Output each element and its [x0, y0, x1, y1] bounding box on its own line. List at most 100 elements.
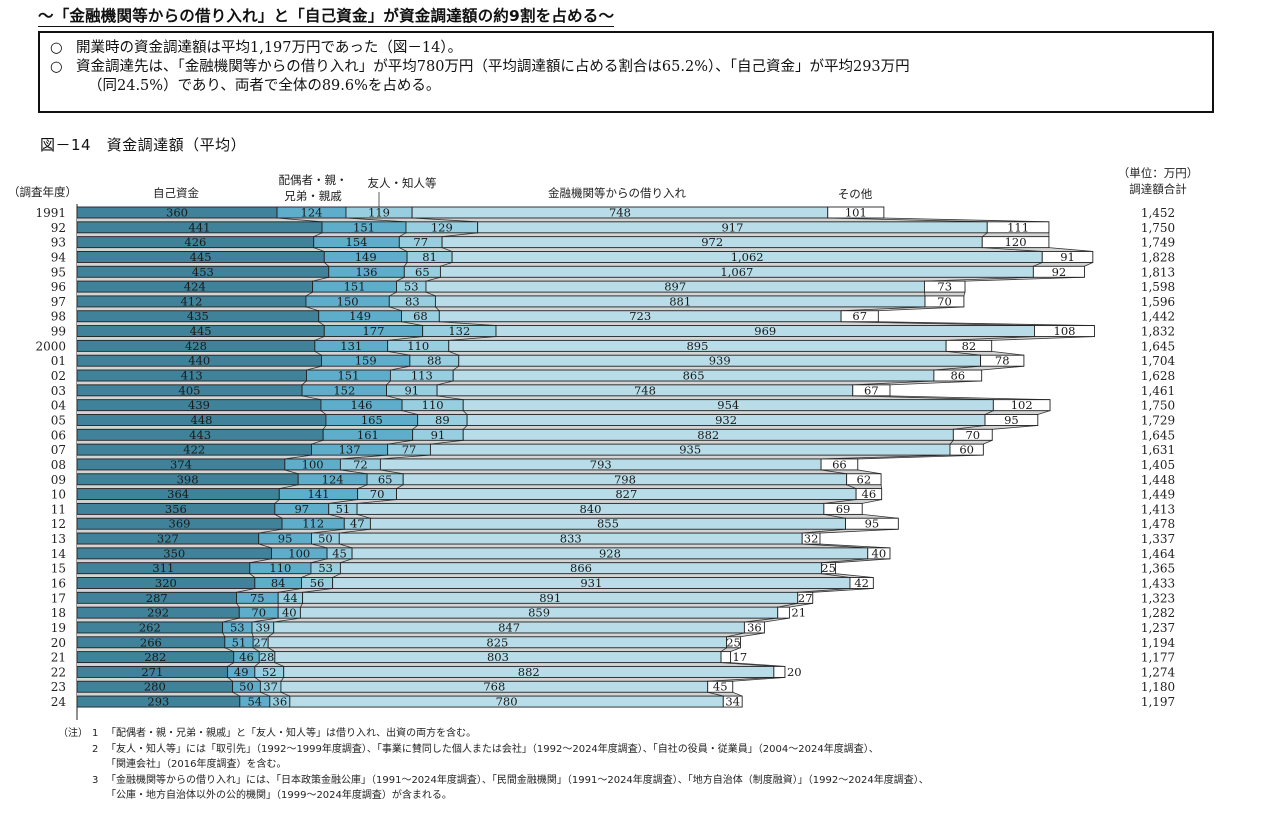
bar-other-92: [986, 221, 1050, 234]
bar-other-93: [981, 236, 1050, 249]
value-label-friends-08: 72: [353, 457, 368, 471]
connector-line: [946, 336, 1035, 341]
year-label-23: 23: [51, 680, 66, 694]
connector-line: [430, 439, 464, 445]
bar-other-1991: [827, 206, 885, 219]
connector-line: [732, 677, 785, 682]
bars: [76, 206, 1095, 708]
connector-line: [949, 440, 954, 445]
connector-line: [227, 662, 234, 667]
value-label-bank-loans-93: 972: [701, 235, 723, 249]
value-label-family-94: 149: [355, 250, 377, 264]
value-label-friends-19: 39: [256, 620, 271, 634]
total-label-11: 1,413: [1141, 502, 1175, 516]
note-1: （注） 1 「配偶者・親・兄弟・親戚」と「友人・知人等」は借り入れ、出資の両方を…: [58, 726, 929, 742]
bar-other-21: [720, 651, 731, 664]
connector-line: [857, 454, 984, 460]
summary-text-3: （同24.5%）であり、両者で全体の89.6%を占める。: [88, 78, 441, 94]
bar-other-10: [855, 488, 883, 501]
value-label-friends-22: 52: [262, 665, 277, 679]
year-label-10: 10: [51, 488, 66, 502]
bar-other-94: [1041, 251, 1094, 263]
value-label-other-1991: 101: [845, 206, 867, 220]
value-label-own-funds-99: 445: [190, 324, 212, 338]
value-label-other-15: 25: [821, 561, 836, 575]
value-label-own-funds-07: 422: [183, 443, 205, 457]
connector-line: [357, 484, 368, 489]
value-label-friends-07: 77: [402, 443, 417, 457]
value-label-family-12: 112: [302, 517, 324, 531]
value-label-bank-loans-18: 859: [528, 606, 550, 620]
chart-headers: （調査年度） 自己資金 配偶者・親・ 兄弟・親戚 友人・知人等 金融機関等からの…: [8, 166, 1198, 209]
connector-line: [305, 291, 313, 297]
value-label-friends-15: 53: [318, 561, 333, 575]
connector-line: [224, 647, 234, 652]
row-gap-band: [77, 366, 1024, 371]
value-label-family-92: 151: [353, 220, 375, 234]
value-label-own-funds-02: 413: [181, 369, 203, 383]
value-label-own-funds-04: 439: [188, 398, 210, 412]
connector-line: [436, 380, 454, 386]
year-label-98: 98: [51, 310, 66, 324]
bar-other-24: [722, 695, 743, 708]
connector-line: [251, 617, 279, 623]
connector-line: [258, 528, 283, 534]
bar-other-20: [726, 636, 741, 649]
value-label-friends-98: 68: [413, 309, 428, 323]
connector-line: [389, 306, 402, 312]
connector-line: [284, 454, 312, 460]
connector-line: [300, 603, 303, 608]
year-label-93: 93: [51, 236, 66, 250]
row-gap-band: [77, 321, 1095, 326]
total-label-23: 1,180: [1141, 680, 1175, 694]
value-label-other-05: 95: [1004, 413, 1019, 427]
connector-line: [328, 499, 358, 504]
connector-line: [981, 232, 988, 237]
connector-line: [312, 276, 329, 282]
connector-line: [401, 410, 418, 415]
connector-line: [274, 662, 284, 667]
value-label-own-funds-03: 405: [179, 383, 201, 397]
value-label-bank-loans-94: 1,062: [731, 250, 764, 264]
total-label-24: 1,197: [1141, 695, 1175, 709]
year-label-22: 22: [51, 665, 66, 679]
total-label-14: 1,464: [1141, 547, 1176, 561]
summary-line-3: （同24.5%）であり、両者で全体の89.6%を占める。: [50, 77, 1212, 96]
value-label-friends-2000: 110: [407, 339, 429, 353]
total-label-21: 1,177: [1141, 651, 1175, 665]
total-label-05: 1,729: [1141, 413, 1175, 427]
connector-line: [821, 573, 851, 578]
total-label-09: 1,448: [1141, 473, 1175, 487]
connector-line: [387, 336, 423, 341]
value-label-family-13: 95: [278, 532, 293, 546]
connector-line: [280, 691, 290, 697]
year-label-15: 15: [51, 562, 66, 576]
connector-line: [278, 588, 302, 593]
value-label-own-funds-12: 369: [169, 517, 191, 531]
row-gap-band: [77, 336, 1095, 341]
value-label-bank-loans-09: 798: [614, 472, 636, 486]
connector-line: [452, 365, 459, 371]
value-label-family-02: 151: [337, 369, 359, 383]
year-label-04: 04: [51, 399, 67, 413]
total-label-94: 1,828: [1141, 250, 1175, 264]
value-label-family-10: 141: [307, 487, 329, 501]
year-label-08: 08: [51, 458, 66, 472]
connector-line: [277, 217, 323, 223]
year-label-18: 18: [51, 606, 66, 620]
year-label-03: 03: [51, 384, 66, 398]
note-text: 「配偶者・親・兄弟・親戚」と「友人・知人等」は借り入れ、出資の両方を含む。: [106, 728, 477, 739]
total-label-02: 1,628: [1141, 369, 1175, 383]
bar-other-98: [840, 310, 879, 323]
value-label-own-funds-16: 320: [155, 576, 177, 590]
connector-line: [1037, 410, 1051, 415]
value-label-bank-loans-04: 954: [717, 398, 739, 412]
connector-line: [267, 647, 276, 652]
value-label-own-funds-1991: 360: [166, 206, 188, 220]
bar-other-05: [984, 414, 1039, 426]
connector-line: [720, 647, 727, 652]
value-label-other-95: 92: [1052, 265, 1067, 279]
value-label-other-17: 27: [798, 591, 813, 605]
connector-line: [357, 499, 397, 504]
total-label-12: 1,478: [1141, 517, 1175, 531]
